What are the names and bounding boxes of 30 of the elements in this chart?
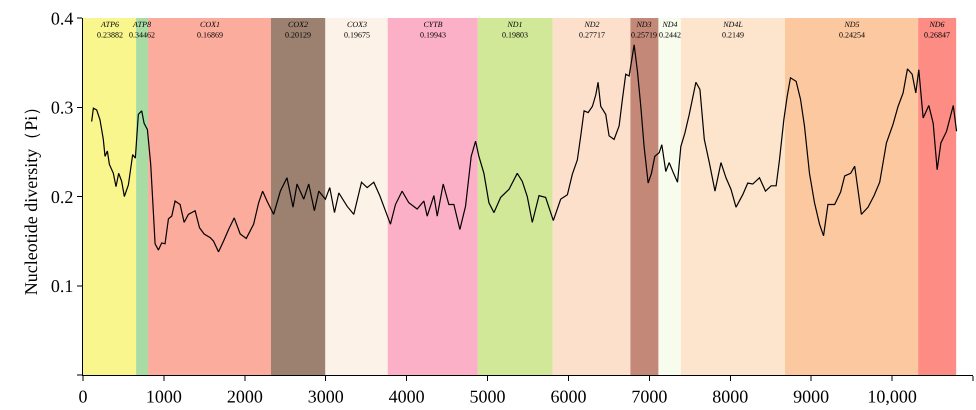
band-label: ND1 0.19803 <box>502 20 528 40</box>
band-label: COX3 0.19675 <box>344 20 370 40</box>
y-tick-label: 0.2 <box>50 186 74 207</box>
band-label: ND6 0.26847 <box>924 20 950 40</box>
x-tick-label: 6000 <box>550 386 586 407</box>
line-series <box>91 44 958 252</box>
x-tick-label: 7000 <box>631 386 668 407</box>
band-label: ND3 0.25719 <box>631 20 657 40</box>
x-tick-label: 3000 <box>308 386 344 407</box>
band-label: COX2 0.20129 <box>285 20 311 40</box>
y-tick-label: 0.1 <box>50 276 74 296</box>
x-tick-label: 9000 <box>793 386 830 407</box>
y-tick-label: 0.4 <box>50 8 74 28</box>
x-tick-label: 10,000 <box>867 386 917 407</box>
band-label: COX1 0.16869 <box>197 20 223 40</box>
band-label: ND4 0.2442 <box>659 20 681 40</box>
band-label: ND4L 0.2149 <box>722 20 744 40</box>
band-label: ND2 0.27717 <box>579 20 605 40</box>
x-tick-label: 8000 <box>712 386 748 407</box>
x-tick-label: 2000 <box>226 386 263 407</box>
x-tick-label: 5000 <box>470 386 506 407</box>
band-label: ATP8 0.34462 <box>129 20 155 40</box>
band-label: ATP6 0.23882 <box>97 20 123 40</box>
x-tick-label: 1000 <box>146 386 182 407</box>
y-axis-title: Nucleotide diversity（Pi） <box>21 98 42 296</box>
x-tick-label: 0 <box>78 386 88 407</box>
band-label: CYTB 0.19943 <box>420 20 446 40</box>
y-tick-label: 0.3 <box>50 98 74 118</box>
x-tick-label: 4000 <box>388 386 425 407</box>
band-label: ND5 0.24254 <box>839 20 865 40</box>
